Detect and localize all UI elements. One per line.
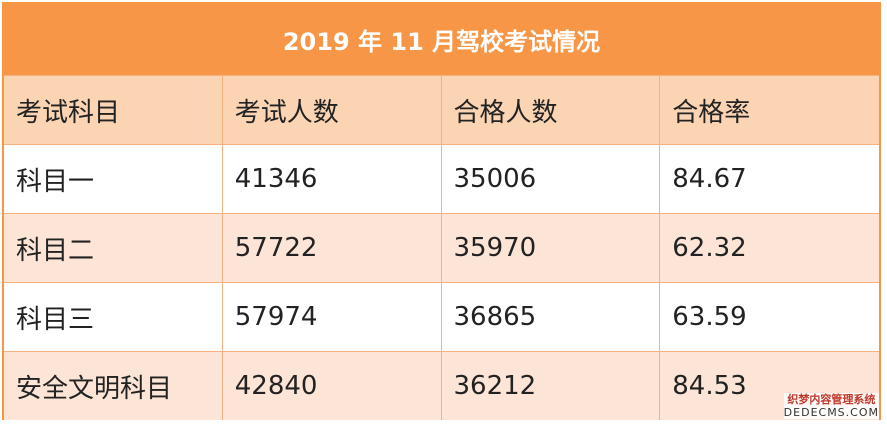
table-row: 安全文明科目 42840 36212 84.53 — [4, 351, 879, 420]
cell: 合格率 — [672, 97, 751, 128]
table-title: 2019 年 11 月驾校考试情况 — [4, 4, 879, 75]
cell: 84.53 — [672, 371, 747, 401]
cell: 科目二 — [4, 214, 223, 282]
cell: 57722 — [223, 214, 442, 282]
table-row: 科目二 57722 35970 62.32 — [4, 213, 879, 282]
cell: 36865 — [442, 283, 661, 351]
table: 2019 年 11 月驾校考试情况 考试科目 考试人数 合格人数 合格率 科目一 4134… — [2, 2, 881, 420]
watermark: 织梦内容管理系统 DEDECMS.COM — [783, 393, 879, 419]
cell: 63.59 — [672, 302, 747, 332]
cell: 42840 — [223, 352, 442, 420]
cell: 考试科目 — [4, 76, 223, 144]
watermark-url: DEDECMS.COM — [783, 406, 879, 419]
header-row: 考试科目 考试人数 合格人数 合格率 — [4, 75, 879, 144]
cell: 35006 — [442, 145, 661, 213]
table-row: 科目一 41346 35006 84.67 — [4, 144, 879, 213]
cell: 62.32 — [672, 233, 747, 263]
cell: 35970 — [442, 214, 661, 282]
cell: 41346 — [223, 145, 442, 213]
cell: 考试人数 — [223, 76, 442, 144]
table-row: 科目三 57974 36865 63.59 — [4, 282, 879, 351]
cell: 科目一 — [4, 145, 223, 213]
cell: 36212 — [442, 352, 661, 420]
cell: 科目三 — [4, 283, 223, 351]
cell: 57974 — [223, 283, 442, 351]
watermark-text: 织梦内容管理系统 — [787, 393, 876, 406]
cell: 安全文明科目 — [4, 352, 223, 420]
cell: 合格人数 — [442, 76, 661, 144]
cell: 84.67 — [672, 164, 747, 194]
